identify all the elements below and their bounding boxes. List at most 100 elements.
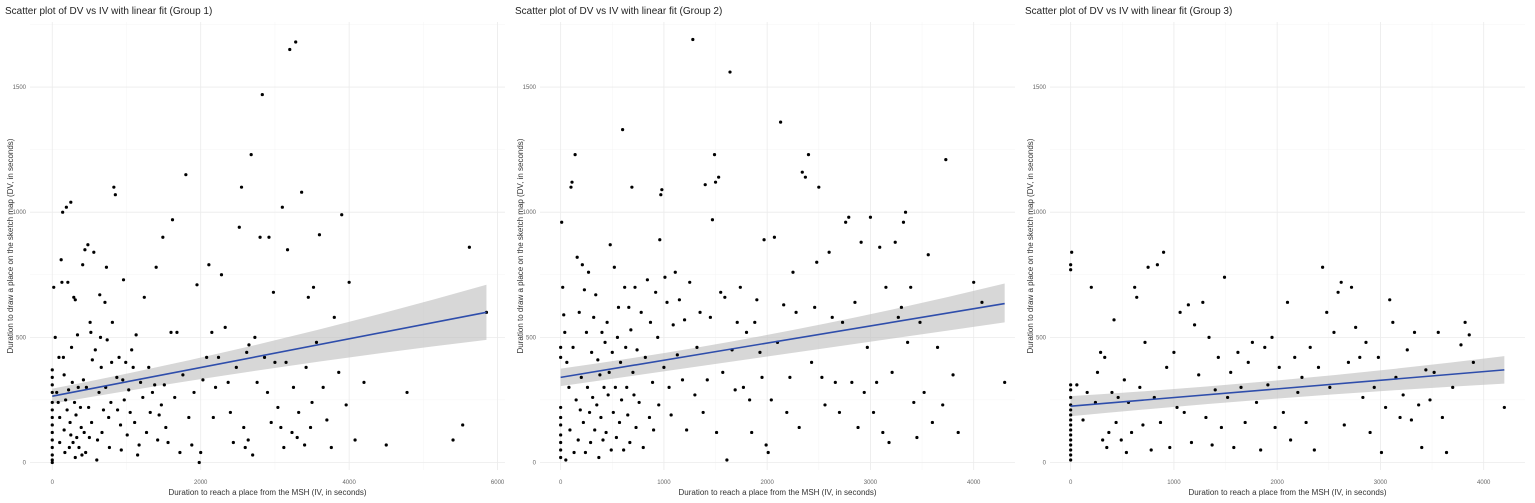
data-point xyxy=(147,365,151,369)
data-point xyxy=(148,410,152,415)
data-point xyxy=(64,205,68,209)
data-point xyxy=(657,403,661,407)
data-point xyxy=(245,350,249,354)
data-point xyxy=(559,345,563,349)
data-point xyxy=(1095,370,1100,374)
data-point xyxy=(90,420,94,425)
data-point xyxy=(632,393,636,397)
data-point xyxy=(246,438,250,442)
data-point xyxy=(1432,370,1436,374)
data-point xyxy=(1316,365,1321,369)
data-point xyxy=(52,285,56,289)
data-point xyxy=(195,283,199,287)
data-point xyxy=(579,375,583,379)
data-point xyxy=(69,200,73,204)
data-point xyxy=(1172,350,1176,354)
chart-title: Scatter plot of DV vs IV with linear fit… xyxy=(515,6,722,17)
data-point xyxy=(705,378,709,382)
data-point xyxy=(901,220,906,224)
data-point xyxy=(671,323,675,327)
data-point xyxy=(561,285,565,289)
data-point xyxy=(109,400,113,405)
data-point xyxy=(1069,418,1073,422)
data-point xyxy=(881,430,885,435)
data-point xyxy=(609,448,613,452)
data-point xyxy=(833,380,837,385)
data-point xyxy=(1270,335,1274,339)
data-point xyxy=(362,380,366,385)
data-point xyxy=(279,425,283,430)
data-point xyxy=(1141,423,1145,427)
data-point xyxy=(228,410,232,415)
data-point xyxy=(1428,398,1432,402)
data-point xyxy=(300,190,304,194)
data-point xyxy=(769,398,773,402)
data-point xyxy=(1232,445,1236,450)
data-point xyxy=(577,310,581,314)
data-point xyxy=(78,405,83,410)
data-point xyxy=(1085,390,1089,395)
data-point xyxy=(587,410,592,415)
data-point xyxy=(772,235,777,239)
data-point xyxy=(755,298,759,302)
x-tick-label: 2000 xyxy=(760,480,774,486)
data-point xyxy=(944,158,948,162)
data-point xyxy=(337,370,341,374)
data-point xyxy=(593,428,597,432)
data-point xyxy=(616,305,621,309)
data-point xyxy=(1328,385,1332,390)
data-point xyxy=(856,425,860,430)
data-point xyxy=(50,430,54,435)
data-point xyxy=(267,235,271,239)
data-point xyxy=(239,185,244,189)
data-point xyxy=(1372,385,1376,390)
data-point xyxy=(154,265,158,269)
data-point xyxy=(651,428,656,432)
data-point xyxy=(81,263,85,267)
data-point xyxy=(844,220,848,224)
data-point xyxy=(719,290,723,294)
grid xyxy=(30,22,505,470)
y-tick-label: 1500 xyxy=(523,85,537,91)
data-point xyxy=(280,205,284,209)
data-point xyxy=(1207,335,1211,339)
data-point xyxy=(1436,330,1440,334)
data-point xyxy=(65,408,69,412)
data-point xyxy=(253,335,257,339)
data-point xyxy=(575,255,579,259)
data-point xyxy=(1178,310,1182,314)
x-tick-label: 4000 xyxy=(342,480,356,486)
data-point xyxy=(1219,425,1224,430)
data-point xyxy=(710,218,715,222)
data-point xyxy=(1312,448,1316,452)
data-point xyxy=(87,435,91,440)
data-point xyxy=(738,285,742,289)
data-point xyxy=(669,413,673,417)
data-point xyxy=(1398,415,1402,420)
data-point xyxy=(935,345,940,349)
data-point xyxy=(562,313,566,317)
data-point xyxy=(571,345,575,349)
data-point xyxy=(1288,438,1293,442)
data-point xyxy=(50,453,54,457)
x-tick-label: 1000 xyxy=(1167,480,1181,486)
data-point xyxy=(803,175,807,179)
x-tick-label: 2000 xyxy=(1270,480,1284,486)
data-point xyxy=(665,300,669,304)
data-points xyxy=(1069,250,1506,462)
data-point xyxy=(1379,450,1384,455)
data-point xyxy=(247,343,251,347)
data-point xyxy=(98,335,103,339)
y-tick-label: 1000 xyxy=(13,210,27,216)
data-point xyxy=(840,320,845,324)
data-point xyxy=(405,390,409,395)
data-point xyxy=(1069,443,1073,447)
data-point xyxy=(559,433,563,437)
data-point xyxy=(1069,395,1073,400)
data-point xyxy=(817,185,821,189)
data-point xyxy=(72,400,77,405)
data-point xyxy=(50,383,54,387)
data-point xyxy=(766,450,770,455)
data-point xyxy=(682,318,687,322)
data-point xyxy=(79,425,83,430)
